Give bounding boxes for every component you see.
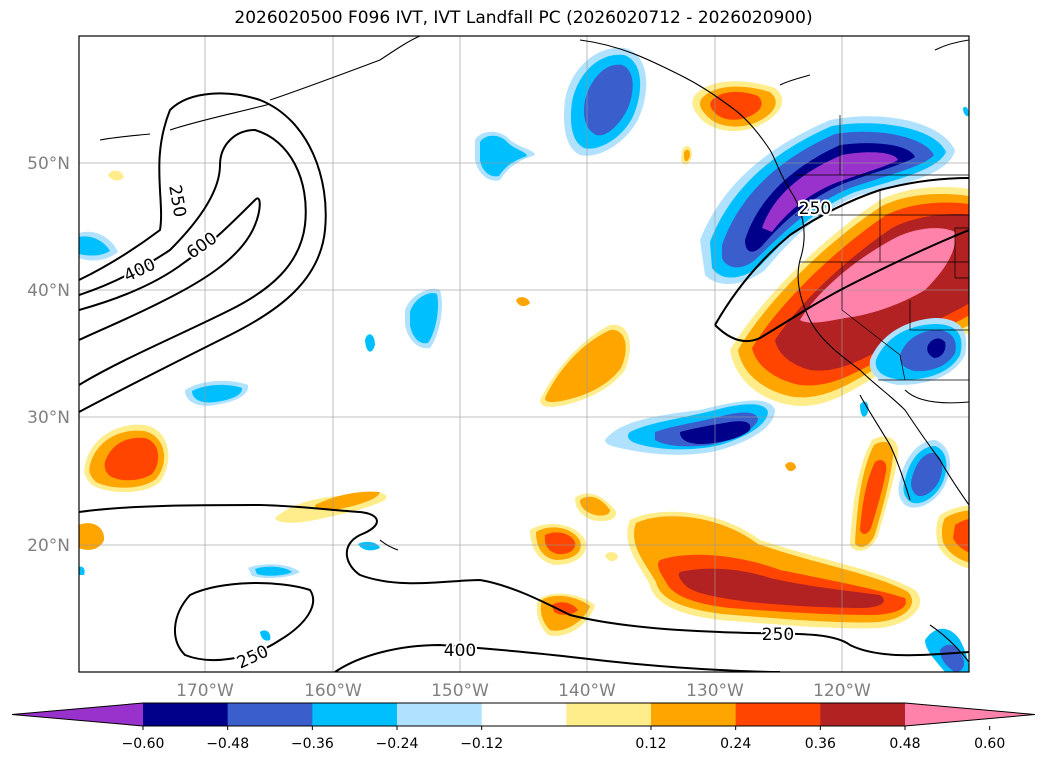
tiny-negative-4	[79, 566, 85, 575]
map-title: 2026020500 F096 IVT, IVT Landfall PC (20…	[234, 8, 813, 28]
lon-label: 130°W	[686, 681, 744, 701]
lat-label: 30°N	[27, 408, 70, 428]
colorbar-segment	[566, 703, 652, 726]
contour-label: 250	[799, 199, 831, 219]
colorbar-segment	[820, 703, 906, 726]
colorbar: −0.60 −0.48 −0.36 −0.24 −0.12 0.12 0.24 0.36 0.4…	[11, 702, 1036, 752]
nw-negative-purple	[762, 152, 898, 232]
tiny-positive-3	[108, 170, 124, 181]
lon-labels: 170°W 160°W 150°W 140°W 130°W 120°W	[176, 681, 871, 701]
contour-250-north	[79, 92, 327, 413]
lat-label: 40°N	[27, 281, 70, 301]
tiny-positive-1	[516, 297, 530, 307]
filled-contours	[79, 47, 969, 672]
colorbar-extend-max	[905, 703, 1035, 726]
s-positive-orangered	[552, 602, 578, 615]
tiny-negative-5	[963, 106, 969, 117]
mid-negative-sky	[410, 292, 438, 344]
colorbar-tick-label: −0.48	[206, 736, 249, 752]
colorbar-segment	[397, 703, 483, 726]
tiny-positive-5	[785, 462, 796, 472]
contour-600	[79, 197, 261, 341]
south-positive-firebrick	[678, 568, 884, 608]
colorbar-extend-min	[12, 703, 143, 726]
mid-west-negative-sky	[192, 384, 243, 403]
contour-label: 400	[444, 641, 476, 661]
baja-negative-royal	[911, 452, 943, 497]
colorbar-segment	[651, 703, 737, 726]
colorbar-tick-label: −0.36	[291, 736, 334, 752]
tiny-negative-3	[260, 630, 271, 641]
lon-label: 160°W	[304, 681, 362, 701]
coast-positive-pink	[800, 228, 956, 323]
lon-label: 120°W	[813, 681, 871, 701]
tiny-negative-1	[365, 334, 375, 352]
tiny-positive-4	[605, 552, 618, 562]
contour-250-ellipse	[173, 582, 315, 661]
colorbar-tick-label: 0.36	[805, 736, 836, 752]
ak-negative-royal	[584, 64, 633, 136]
colorbar-tick-label: −0.12	[460, 736, 503, 752]
hawaii-negative	[358, 541, 380, 551]
ivt-contours	[79, 92, 969, 672]
lat-labels: 50°N 40°N 30°N 20°N	[27, 154, 70, 556]
colorbar-segment	[227, 703, 313, 726]
lon-label: 150°W	[431, 681, 489, 701]
plot-frame	[78, 35, 970, 673]
gulf-negative-royal	[940, 644, 965, 672]
coastlines	[99, 36, 969, 663]
ak-positive-orangered	[710, 91, 762, 120]
south-west-negative-sky	[255, 566, 292, 576]
lat-label: 20°N	[27, 536, 70, 556]
contour-400	[79, 128, 307, 386]
midnorth-negative-sky	[480, 135, 527, 177]
contour-400-south	[334, 643, 781, 672]
lat-label: 50°N	[27, 154, 70, 174]
mid-positive-orange	[545, 329, 626, 403]
baja-positive-orangered	[860, 460, 887, 534]
hawaii-positive-orange	[315, 491, 380, 511]
sw-positive-orangered	[544, 532, 576, 555]
west-positive-orangered	[104, 437, 159, 481]
se-positive-orangered	[953, 518, 969, 553]
colorbar-tick-label: −0.60	[122, 736, 165, 752]
colorbar-segment	[143, 703, 229, 726]
contour-label: 250	[762, 625, 794, 645]
sw-small-positive	[79, 523, 105, 550]
tiny-positive-2-orange	[580, 496, 610, 516]
la-negative-navy	[927, 338, 946, 358]
borders	[795, 115, 969, 381]
lon-label: 140°W	[558, 681, 616, 701]
gridlines	[79, 36, 969, 672]
contour-250-south	[79, 503, 969, 657]
colorbar-tick-label: 0.24	[720, 736, 751, 752]
contour-250-coast	[714, 177, 969, 343]
north-small-positive-orange	[684, 149, 690, 162]
colorbar-tick-label: 0.48	[889, 736, 920, 752]
colorbar-segment	[735, 703, 821, 726]
lon-label: 170°W	[176, 681, 234, 701]
colorbar-segment	[312, 703, 398, 726]
colorbar-tick-label: 0.12	[635, 736, 666, 752]
colorbar-tick-label: −0.24	[376, 736, 419, 752]
west-negative-sky	[79, 236, 110, 256]
colorbar-tick-label: 0.60	[974, 736, 1005, 752]
colorbar-segment	[481, 703, 567, 726]
